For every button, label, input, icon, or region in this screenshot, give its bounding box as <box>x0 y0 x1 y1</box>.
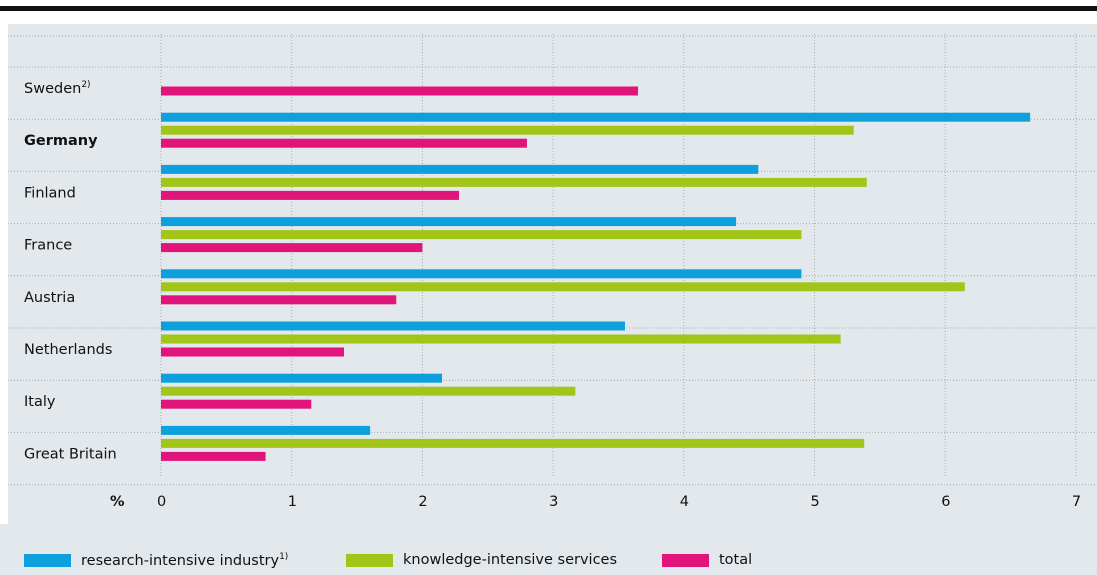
top-rule <box>0 6 1097 11</box>
x-tick-label: 2 <box>418 494 427 510</box>
legend-item-total: total <box>662 549 752 571</box>
category-label-austria: Austria <box>24 290 75 306</box>
bar-austria-knowledge-intensive-services <box>161 282 965 292</box>
bar-finland-knowledge-intensive-services <box>161 177 867 187</box>
bar-netherlands-total <box>161 347 344 357</box>
bar-great-britain-knowledge-intensive-services <box>161 438 865 448</box>
category-label-great-britain: Great Britain <box>24 446 117 462</box>
bar-germany-knowledge-intensive-services <box>161 125 854 135</box>
bar-great-britain-research-intensive-industry <box>161 425 371 435</box>
category-label-netherlands: Netherlands <box>24 342 112 358</box>
category-label-sweden: Sweden2) <box>24 80 91 97</box>
bar-france-research-intensive-industry <box>161 217 737 227</box>
bar-austria-research-intensive-industry <box>161 269 802 279</box>
bar-germany-total <box>161 138 527 148</box>
x-tick-label: 4 <box>680 494 689 510</box>
x-tick-label: 3 <box>549 494 558 510</box>
bar-france-knowledge-intensive-services <box>161 230 802 240</box>
category-label-italy: Italy <box>24 394 56 410</box>
bar-france-total <box>161 243 423 253</box>
bar-italy-knowledge-intensive-services <box>161 386 576 396</box>
bar-italy-research-intensive-industry <box>161 373 443 383</box>
category-label-france: France <box>24 238 72 254</box>
legend-swatch-knowledge-intensive-services <box>346 553 393 567</box>
x-tick-label: 6 <box>941 494 950 510</box>
bar-great-britain-total <box>161 451 266 461</box>
bar-italy-total <box>161 399 312 409</box>
category-label-finland: Finland <box>24 185 76 201</box>
bar-sweden-total <box>161 86 639 96</box>
legend-swatch-research-intensive-industry <box>24 553 71 567</box>
legend-label-research-intensive-industry: research-intensive industry <box>81 552 280 569</box>
category-label-germany: Germany <box>24 133 98 149</box>
bar-netherlands-research-intensive-industry <box>161 321 625 331</box>
x-tick-label: 0 <box>157 494 166 510</box>
x-tick-label: 1 <box>288 494 297 510</box>
legend-footnote-research-intensive-industry: 1) <box>279 551 289 562</box>
legend-item-knowledge-intensive-services: knowledge-intensive services <box>346 549 617 571</box>
legend-swatch-total <box>662 553 709 567</box>
x-tick-label: 5 <box>811 494 820 510</box>
legend-item-research-intensive-industry: research-intensive industry1) <box>24 549 288 571</box>
bar-austria-total <box>161 295 397 305</box>
category-footnote-sweden: 2) <box>81 80 90 90</box>
bar-netherlands-knowledge-intensive-services <box>161 334 841 344</box>
legend-label-knowledge-intensive-services: knowledge-intensive services <box>403 552 618 568</box>
x-tick-label: 7 <box>1072 494 1081 510</box>
bar-finland-total <box>161 190 459 200</box>
bar-finland-research-intensive-industry <box>161 164 759 174</box>
bar-germany-research-intensive-industry <box>161 112 1031 122</box>
legend-band <box>0 524 1097 575</box>
legend-label-total: total <box>719 552 753 568</box>
unit-label: % <box>110 494 125 510</box>
